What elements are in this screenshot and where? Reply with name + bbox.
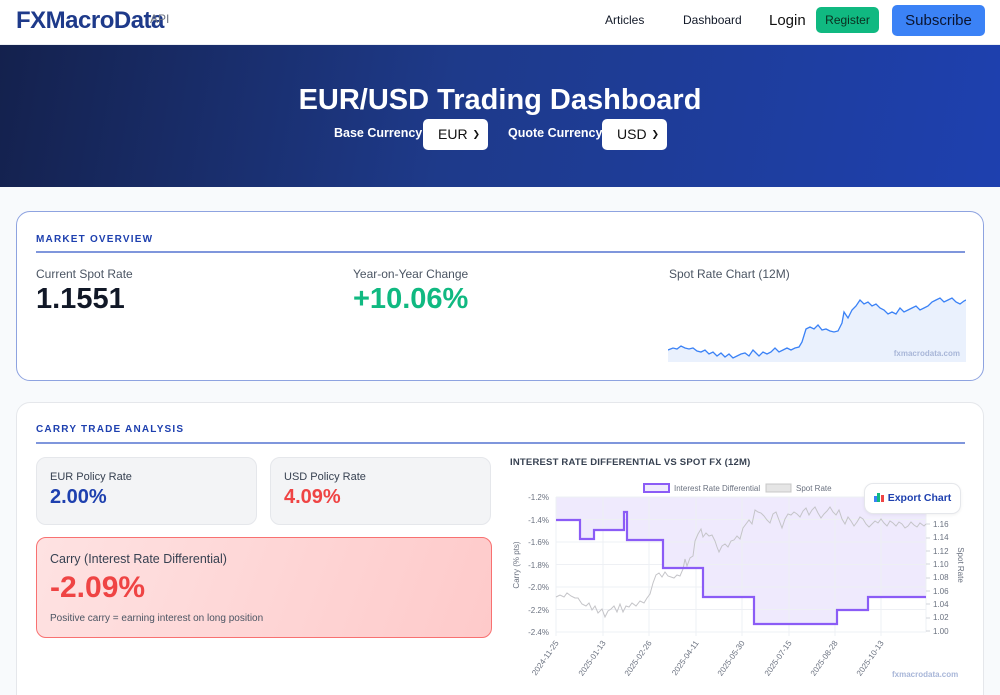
yoy-change-value: +10.06% (353, 283, 469, 315)
quote-currency-value: USD (617, 126, 647, 142)
chevron-down-icon: ❯ (472, 129, 480, 139)
base-policy-rate-label: EUR Policy Rate (50, 471, 132, 483)
register-button[interactable]: Register (816, 7, 879, 33)
nav-link-dashboard[interactable]: Dashboard (683, 13, 742, 27)
hero-banner: EUR/USD Trading Dashboard Base Currency:… (0, 45, 1000, 187)
base-currency-label: Base Currency: (334, 126, 427, 140)
export-chart-label: Export Chart (887, 492, 952, 504)
bar-chart-icon (873, 492, 884, 502)
sparkline-svg (667, 297, 967, 362)
carry-differential-box: Carry (Interest Rate Differential) -2.09… (36, 537, 492, 638)
chart-watermark: fxmacrodata.com (892, 670, 959, 679)
sparkline-watermark: fxmacrodata.com (893, 349, 960, 358)
section-divider (36, 251, 965, 253)
carry-value: -2.09% (50, 571, 146, 604)
carry-label: Carry (Interest Rate Differential) (50, 552, 227, 566)
base-policy-rate-value: 2.00% (50, 486, 107, 508)
spot-chart-label: Spot Rate Chart (12M) (669, 267, 790, 281)
differential-chart-title: INTEREST RATE DIFFERENTIAL VS SPOT FX (1… (510, 457, 751, 468)
quote-currency-select[interactable]: USD ❯ (602, 119, 667, 150)
page-title: EUR/USD Trading Dashboard (298, 84, 702, 116)
spot-rate-label: Current Spot Rate (36, 267, 133, 281)
quote-currency-label: Quote Currency: (508, 126, 607, 140)
login-link[interactable]: Login (769, 12, 806, 29)
sparkline-area (668, 298, 966, 362)
spot-rate-sparkline[interactable]: fxmacrodata.com (667, 290, 967, 362)
carry-trade-title: CARRY TRADE ANALYSIS (36, 424, 185, 435)
market-overview-card: MARKET OVERVIEW Current Spot Rate 1.1551… (16, 211, 984, 381)
quote-policy-rate-value: 4.09% (284, 486, 341, 508)
carry-note: Positive carry = earning interest on lon… (50, 613, 264, 624)
top-navbar: FXMacroData API Articles Dashboard Login… (0, 0, 1000, 45)
quote-policy-rate-label: USD Policy Rate (284, 471, 366, 483)
brand-logo[interactable]: FXMacroData (16, 7, 164, 34)
subscribe-button[interactable]: Subscribe (892, 5, 985, 36)
sparkline-line (667, 297, 967, 359)
brand-api-label: API (150, 12, 170, 26)
yoy-change-label: Year-on-Year Change (353, 267, 469, 281)
quote-policy-rate-box: USD Policy Rate 4.09% (270, 457, 491, 525)
chevron-down-icon: ❯ (651, 129, 659, 139)
market-overview-title: MARKET OVERVIEW (36, 234, 154, 245)
base-currency-select[interactable]: EUR ❯ (423, 119, 488, 150)
export-chart-button[interactable]: Export Chart (864, 483, 961, 514)
base-policy-rate-box: EUR Policy Rate 2.00% (36, 457, 257, 525)
nav-link-articles[interactable]: Articles (605, 13, 645, 27)
section-divider (36, 442, 965, 444)
carry-trade-card: CARRY TRADE ANALYSIS EUR Policy Rate 2.0… (16, 402, 984, 695)
base-currency-value: EUR (438, 126, 468, 142)
spot-rate-value: 1.1551 (36, 283, 125, 315)
